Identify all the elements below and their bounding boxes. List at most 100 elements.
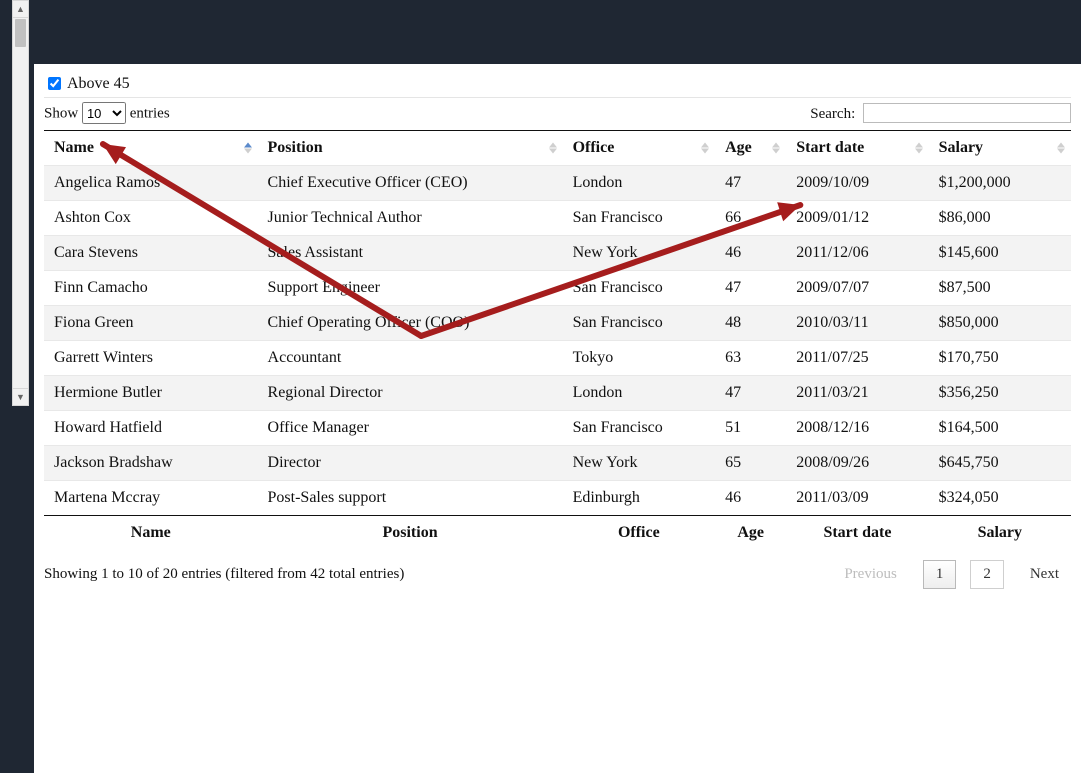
cell-office: London (563, 166, 716, 201)
cell-salary: $850,000 (929, 306, 1071, 341)
table-row[interactable]: Martena MccrayPost-Sales supportEdinburg… (44, 481, 1071, 516)
cell-position: Post-Sales support (258, 481, 563, 516)
cell-name: Martena Mccray (44, 481, 258, 516)
cell-salary: $164,500 (929, 411, 1071, 446)
table-footer-row: NamePositionOfficeAgeStart dateSalary (44, 516, 1071, 551)
table-info: Showing 1 to 10 of 20 entries (filtered … (44, 566, 404, 583)
cell-age: 47 (715, 376, 786, 411)
cell-name: Finn Camacho (44, 271, 258, 306)
length-menu: Show 102550100 entries (44, 102, 170, 124)
sort-icon (244, 143, 252, 154)
cell-age: 47 (715, 271, 786, 306)
cell-start: 2011/03/09 (786, 481, 928, 516)
cell-position: Regional Director (258, 376, 563, 411)
cell-salary: $170,750 (929, 341, 1071, 376)
cell-name: Fiona Green (44, 306, 258, 341)
cell-start: 2008/12/16 (786, 411, 928, 446)
cell-salary: $1,200,000 (929, 166, 1071, 201)
cell-office: San Francisco (563, 411, 716, 446)
cell-office: London (563, 376, 716, 411)
cell-salary: $645,750 (929, 446, 1071, 481)
col-header-age[interactable]: Age (715, 131, 786, 166)
col-header-label: Office (573, 139, 615, 156)
cell-salary: $145,600 (929, 236, 1071, 271)
sort-icon (549, 143, 557, 154)
length-select[interactable]: 102550100 (82, 102, 126, 124)
cell-office: Tokyo (563, 341, 716, 376)
col-header-position[interactable]: Position (258, 131, 563, 166)
outer-scrollbar[interactable]: ▲ ▼ (12, 0, 29, 406)
table-row[interactable]: Fiona GreenChief Operating Officer (COO)… (44, 306, 1071, 341)
col-header-label: Salary (939, 139, 983, 156)
scroll-up-icon[interactable]: ▲ (13, 1, 28, 18)
search-box: Search: (810, 103, 1071, 123)
cell-age: 46 (715, 236, 786, 271)
col-header-label: Age (725, 139, 752, 156)
scroll-thumb[interactable] (15, 19, 26, 47)
sort-icon (915, 143, 923, 154)
scroll-down-icon[interactable]: ▼ (13, 388, 28, 405)
search-input[interactable] (863, 103, 1071, 123)
table-row[interactable]: Howard HatfieldOffice ManagerSan Francis… (44, 411, 1071, 446)
cell-position: Junior Technical Author (258, 201, 563, 236)
cell-office: San Francisco (563, 201, 716, 236)
col-header-label: Name (54, 139, 94, 156)
cell-start: 2011/07/25 (786, 341, 928, 376)
filter-checkbox[interactable] (48, 77, 61, 90)
cell-position: Support Engineer (258, 271, 563, 306)
cell-name: Angelica Ramos (44, 166, 258, 201)
data-table: NamePositionOfficeAgeStart dateSalary An… (44, 130, 1071, 550)
pager-page-1[interactable]: 1 (923, 560, 957, 589)
filter-row: Above 45 (44, 72, 1071, 98)
sort-icon (772, 143, 780, 154)
cell-start: 2009/01/12 (786, 201, 928, 236)
table-row[interactable]: Hermione ButlerRegional DirectorLondon47… (44, 376, 1071, 411)
table-row[interactable]: Jackson BradshawDirectorNew York652008/0… (44, 446, 1071, 481)
col-footer-office: Office (563, 516, 716, 551)
cell-position: Chief Executive Officer (CEO) (258, 166, 563, 201)
cell-name: Jackson Bradshaw (44, 446, 258, 481)
cell-salary: $86,000 (929, 201, 1071, 236)
cell-office: San Francisco (563, 271, 716, 306)
cell-position: Chief Operating Officer (COO) (258, 306, 563, 341)
table-row[interactable]: Angelica RamosChief Executive Officer (C… (44, 166, 1071, 201)
cell-age: 47 (715, 166, 786, 201)
col-header-start-date[interactable]: Start date (786, 131, 928, 166)
content-panel: Above 45 Show 102550100 entries Search: … (34, 64, 1081, 773)
cell-position: Office Manager (258, 411, 563, 446)
table-row[interactable]: Ashton CoxJunior Technical AuthorSan Fra… (44, 201, 1071, 236)
cell-age: 46 (715, 481, 786, 516)
col-header-name[interactable]: Name (44, 131, 258, 166)
cell-start: 2011/12/06 (786, 236, 928, 271)
cell-office: San Francisco (563, 306, 716, 341)
cell-position: Director (258, 446, 563, 481)
col-footer-salary: Salary (929, 516, 1071, 551)
cell-start: 2009/10/09 (786, 166, 928, 201)
table-body: Angelica RamosChief Executive Officer (C… (44, 166, 1071, 516)
table-row[interactable]: Cara StevensSales AssistantNew York46201… (44, 236, 1071, 271)
table-row[interactable]: Garrett WintersAccountantTokyo632011/07/… (44, 341, 1071, 376)
table-header-row: Name Position Office Age Start date Salary (44, 131, 1071, 166)
table-row[interactable]: Finn CamachoSupport EngineerSan Francisc… (44, 271, 1071, 306)
cell-position: Sales Assistant (258, 236, 563, 271)
cell-start: 2008/09/26 (786, 446, 928, 481)
cell-age: 66 (715, 201, 786, 236)
col-header-salary[interactable]: Salary (929, 131, 1071, 166)
cell-office: Edinburgh (563, 481, 716, 516)
cell-name: Ashton Cox (44, 201, 258, 236)
cell-name: Garrett Winters (44, 341, 258, 376)
length-suffix: entries (130, 106, 170, 122)
filter-label[interactable]: Above 45 (67, 75, 130, 93)
pager-next[interactable]: Next (1018, 561, 1071, 588)
pager-page-2[interactable]: 2 (970, 560, 1004, 589)
cell-name: Cara Stevens (44, 236, 258, 271)
pager-previous: Previous (832, 561, 909, 588)
cell-salary: $324,050 (929, 481, 1071, 516)
col-footer-start-date: Start date (786, 516, 928, 551)
cell-start: 2010/03/11 (786, 306, 928, 341)
cell-office: New York (563, 236, 716, 271)
cell-position: Accountant (258, 341, 563, 376)
col-header-office[interactable]: Office (563, 131, 716, 166)
cell-start: 2011/03/21 (786, 376, 928, 411)
cell-name: Howard Hatfield (44, 411, 258, 446)
